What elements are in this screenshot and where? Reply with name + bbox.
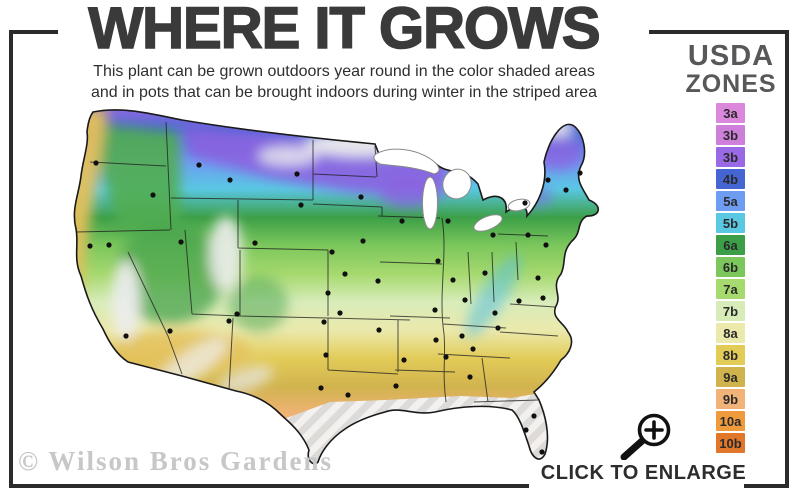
- legend-item-zone-8b: 8b: [716, 345, 745, 365]
- legend-item-zone-6a: 6a: [716, 235, 745, 255]
- city-dot: [492, 310, 498, 316]
- legend-item-zone-3a: 3a: [716, 103, 745, 123]
- city-dot: [150, 192, 156, 198]
- legend-title-usda: USDA: [687, 40, 775, 72]
- city-dot: [401, 357, 407, 363]
- city-dot: [563, 187, 569, 193]
- city-dot: [329, 249, 335, 255]
- city-dot: [577, 170, 583, 176]
- legend-item-zone-6b: 6b: [716, 257, 745, 277]
- city-dot: [123, 333, 129, 339]
- city-dot: [545, 177, 551, 183]
- page-title: WHERE IT GROWS: [88, 0, 602, 61]
- city-dot: [325, 290, 331, 296]
- city-dot: [445, 218, 451, 224]
- city-dot: [318, 385, 324, 391]
- city-dot: [323, 352, 329, 358]
- city-dot: [540, 295, 546, 301]
- city-dot: [516, 298, 522, 304]
- city-dot: [535, 275, 541, 281]
- city-dot: [227, 177, 233, 183]
- city-dot: [393, 383, 399, 389]
- city-dot: [342, 271, 348, 277]
- enlarge-control[interactable]: CLICK TO ENLARGE: [536, 408, 751, 485]
- city-dot: [443, 354, 449, 360]
- city-dot: [375, 278, 381, 284]
- legend-item-zone-9b: 9b: [716, 389, 745, 409]
- city-dot: [482, 270, 488, 276]
- city-dot: [467, 374, 473, 380]
- city-dot: [178, 239, 184, 245]
- legend-item-zone-5a: 5a: [716, 191, 745, 211]
- legend-item-zone-7a: 7a: [716, 279, 745, 299]
- magnifier-plus-icon: [620, 413, 670, 460]
- subtitle-line-2: and in pots that can be brought indoors …: [90, 84, 598, 102]
- city-dot: [470, 346, 476, 352]
- city-dot: [435, 258, 441, 264]
- city-dot: [252, 240, 258, 246]
- city-dot: [87, 243, 93, 249]
- city-dot: [234, 311, 240, 317]
- city-dot: [523, 427, 529, 433]
- legend-title-zones: ZONES: [685, 70, 777, 98]
- subtitle: This plant can be grown outdoors year ro…: [38, 61, 650, 103]
- legend-item-zone-3b: 3b: [716, 147, 745, 167]
- city-dot: [433, 337, 439, 343]
- city-dot: [196, 162, 202, 168]
- legend-item-zone-9a: 9a: [716, 367, 745, 387]
- city-dot: [321, 319, 327, 325]
- city-dot: [360, 238, 366, 244]
- city-dot: [298, 202, 304, 208]
- watermark: © Wilson Bros Gardens: [18, 446, 333, 476]
- city-dot: [462, 297, 468, 303]
- legend-item-zone-3b: 3b: [716, 125, 745, 145]
- city-dot: [106, 242, 112, 248]
- city-dot: [495, 325, 501, 331]
- city-dot: [226, 318, 232, 324]
- legend-item-zone-7b: 7b: [716, 301, 745, 321]
- city-dot: [358, 194, 364, 200]
- city-dot: [490, 232, 496, 238]
- city-dot: [376, 327, 382, 333]
- header: WHERE IT GROWS This plant can be grown o…: [38, 0, 650, 103]
- usda-zones-legend: 3a 3b 3b 4b 5a 5b 6a 6b 7a 7b 8a 8b 9a 9b 10a 10b: [716, 103, 745, 455]
- legend-title: USDA ZONES: [660, 40, 800, 98]
- legend-item-zone-4b: 4b: [716, 169, 745, 189]
- enlarge-label[interactable]: CLICK TO ENLARGE: [540, 462, 747, 484]
- city-dot: [522, 200, 528, 206]
- city-dot: [294, 171, 300, 177]
- city-dot: [450, 277, 456, 283]
- city-dot: [432, 307, 438, 313]
- city-dot: [167, 328, 173, 334]
- city-dot: [525, 232, 531, 238]
- city-dot: [543, 242, 549, 248]
- city-dot: [337, 310, 343, 316]
- city-dot: [399, 218, 405, 224]
- city-dot: [93, 160, 99, 166]
- legend-item-zone-8a: 8a: [716, 323, 745, 343]
- city-dot: [345, 392, 351, 398]
- city-dot: [459, 333, 465, 339]
- subtitle-line-1: This plant can be grown outdoors year ro…: [93, 63, 595, 80]
- legend-item-zone-5b: 5b: [716, 213, 745, 233]
